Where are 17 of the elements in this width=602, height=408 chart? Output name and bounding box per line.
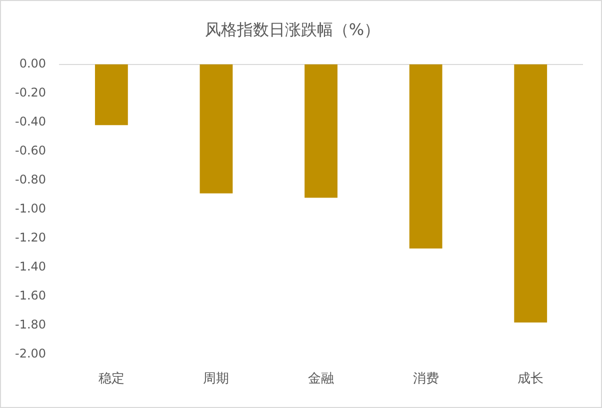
y-tick-label: -0.40 <box>14 114 46 128</box>
y-tick-label: -2.00 <box>14 346 46 361</box>
y-tick-label: -1.20 <box>14 230 46 244</box>
y-tick-label: -1.60 <box>14 288 46 302</box>
y-tick-label: -1.80 <box>14 318 46 332</box>
y-tick-label: -0.20 <box>14 85 46 100</box>
x-tick-label: 消费 <box>412 372 439 387</box>
y-tick-label: -1.00 <box>14 201 46 216</box>
chart-title: 风格指数日涨跌幅（%） <box>204 20 380 39</box>
y-tick-label: -0.80 <box>14 172 46 186</box>
y-tick-label: -0.60 <box>14 143 46 158</box>
y-tick-label: -1.40 <box>14 259 46 274</box>
x-tick-label: 金融 <box>308 372 334 387</box>
x-tick-label: 成长 <box>518 372 544 387</box>
x-tick-label: 稳定 <box>98 372 124 387</box>
x-tick-label: 周期 <box>203 372 230 387</box>
y-tick-label: 0.00 <box>19 56 46 70</box>
